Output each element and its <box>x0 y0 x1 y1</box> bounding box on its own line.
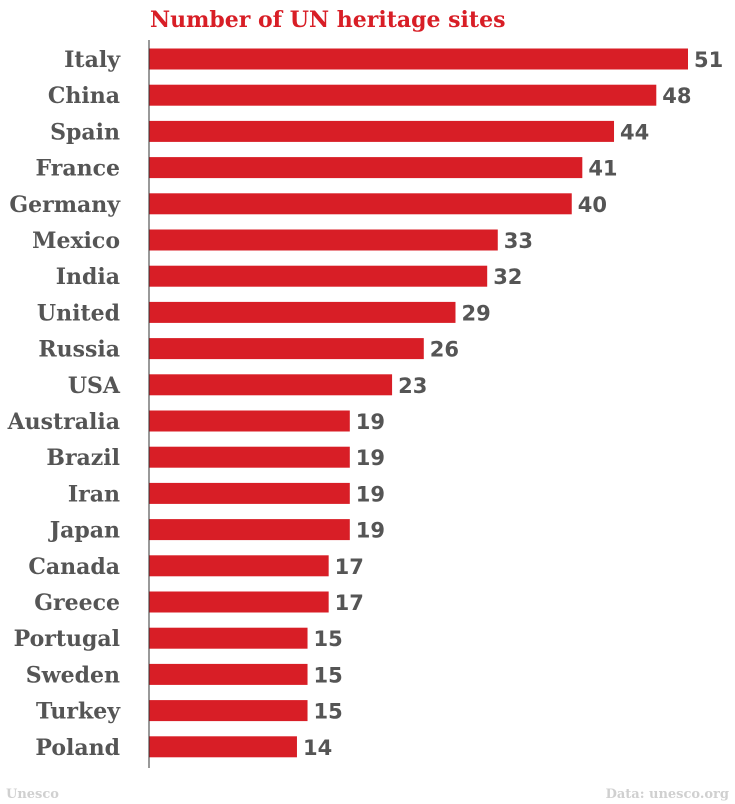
category-labels: Italy China Spain France Germany Mexico India U… <box>7 47 122 761</box>
value-label: 26 <box>430 338 459 362</box>
bar <box>149 374 393 396</box>
category-label: China <box>48 83 120 109</box>
value-label: 17 <box>335 591 364 615</box>
category-label: USA <box>68 373 121 399</box>
source-credit: Unesco <box>6 787 59 802</box>
category-label: Iran <box>68 481 120 507</box>
value-label: 19 <box>356 519 385 543</box>
value-label: 15 <box>314 700 343 724</box>
value-label: 33 <box>504 229 533 253</box>
bar <box>149 627 308 649</box>
category-label: Germany <box>9 192 121 218</box>
bar <box>149 84 657 106</box>
category-label: Italy <box>64 47 121 73</box>
bar <box>149 229 498 251</box>
category-label: Australia <box>7 409 120 435</box>
category-label: Russia <box>38 337 120 363</box>
bar <box>149 482 350 504</box>
chart-title: Number of UN heritage sites <box>150 7 506 33</box>
bar <box>149 265 488 287</box>
value-label: 14 <box>303 736 332 760</box>
value-label: 19 <box>356 410 385 434</box>
value-label: 44 <box>620 120 649 144</box>
value-label: 48 <box>662 84 691 108</box>
value-label: 51 <box>694 48 723 72</box>
category-label: United <box>37 300 120 326</box>
value-label: 17 <box>335 555 364 579</box>
data-source: Data: unesco.org <box>605 787 729 802</box>
bar <box>149 301 456 323</box>
value-label: 29 <box>461 301 490 325</box>
category-label: Spain <box>50 119 120 145</box>
bar <box>149 591 329 613</box>
bar <box>149 338 424 360</box>
category-label: Sweden <box>26 662 120 688</box>
bar <box>149 157 583 179</box>
bars <box>149 48 688 758</box>
bar <box>149 519 350 541</box>
category-label: France <box>36 156 120 182</box>
value-label: 19 <box>356 482 385 506</box>
category-label: Greece <box>34 590 120 616</box>
category-label: India <box>56 264 120 290</box>
value-label: 15 <box>314 663 343 687</box>
bar <box>149 555 329 577</box>
bar <box>149 663 308 685</box>
bar <box>149 700 308 722</box>
value-label: 32 <box>493 265 522 289</box>
category-label: Mexico <box>32 228 120 254</box>
value-label: 23 <box>398 374 427 398</box>
bar <box>149 193 572 215</box>
category-label: Brazil <box>46 445 120 471</box>
category-label: Turkey <box>36 699 121 725</box>
bar <box>149 736 297 758</box>
bar <box>149 120 615 142</box>
bar <box>149 410 350 432</box>
value-label: 40 <box>578 193 607 217</box>
category-label: Portugal <box>14 626 120 652</box>
value-label: 41 <box>588 157 617 181</box>
category-label: Canada <box>28 554 120 580</box>
bar <box>149 48 688 70</box>
value-label: 19 <box>356 446 385 470</box>
category-label: Poland <box>35 735 120 761</box>
value-label: 15 <box>314 627 343 651</box>
category-label: Japan <box>48 518 120 544</box>
bar <box>149 446 350 468</box>
